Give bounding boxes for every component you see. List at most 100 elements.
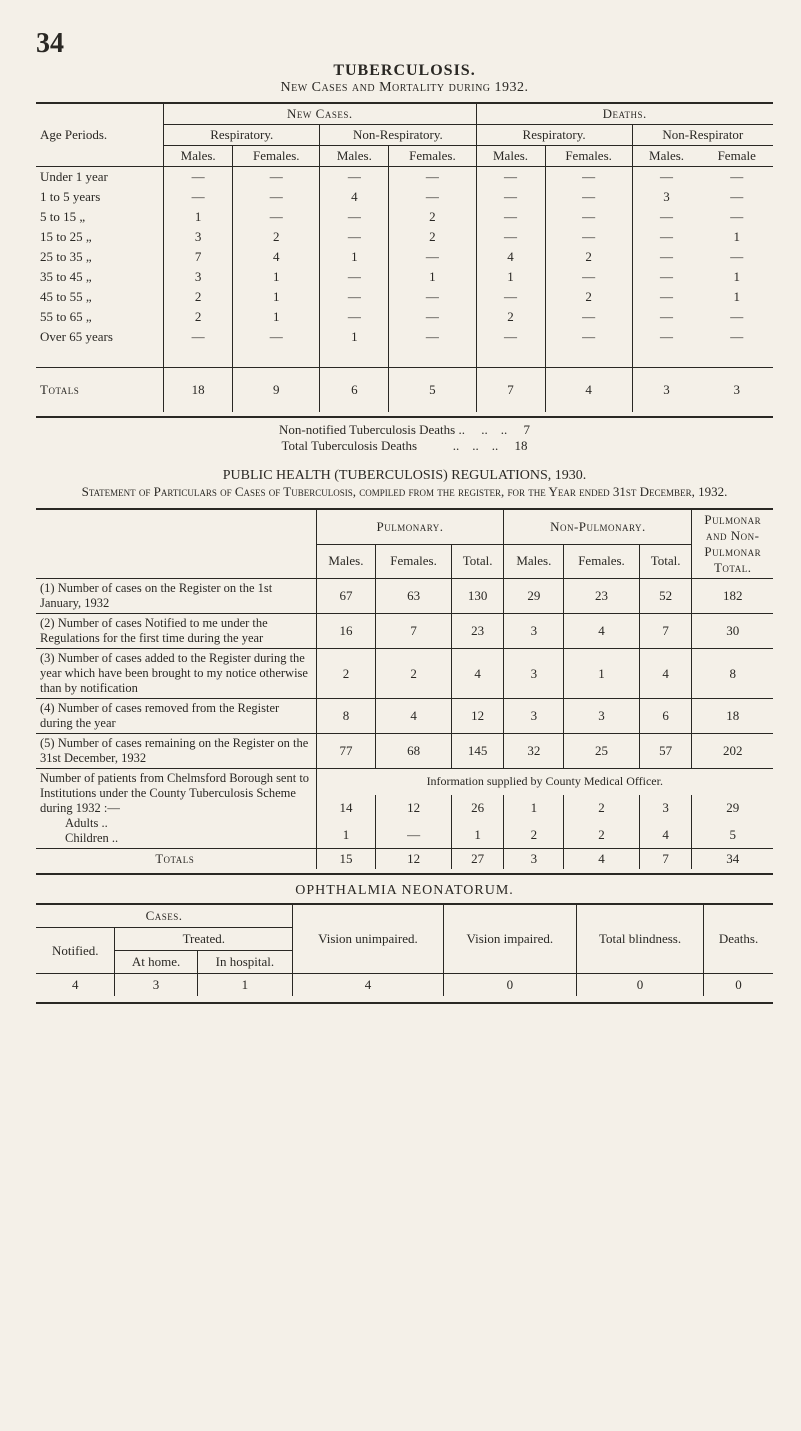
- cell: 7: [639, 614, 692, 649]
- cell: —: [320, 207, 389, 227]
- col-males: Males.: [320, 146, 389, 167]
- cell: —: [389, 247, 476, 267]
- cell: 18: [692, 699, 773, 734]
- cell: —: [545, 327, 632, 347]
- col-total: Total.: [451, 544, 504, 578]
- cell: 8: [692, 649, 773, 699]
- cell: —: [700, 167, 773, 188]
- cell: —: [700, 207, 773, 227]
- cell: 2: [233, 227, 320, 247]
- cell: 2: [476, 307, 545, 327]
- cell: —: [320, 307, 389, 327]
- subhead-nonrespiratory: Non-Respiratory.: [320, 125, 476, 146]
- cell: —: [233, 187, 320, 207]
- cell: —: [545, 267, 632, 287]
- cell: —: [476, 227, 545, 247]
- page-number: 34: [36, 28, 773, 60]
- cell: 2: [545, 287, 632, 307]
- cell: —: [476, 207, 545, 227]
- cell: 4: [476, 247, 545, 267]
- col-vision-unimpaired: Vision unimpaired.: [293, 904, 444, 974]
- cell: 1: [476, 267, 545, 287]
- cell: 4: [376, 699, 451, 734]
- col-males: Males.: [164, 146, 233, 167]
- group-grandtotal: Pulmonar and Non- Pulmonar Total.: [692, 509, 773, 579]
- row-label: (1) Number of cases on the Register on t…: [36, 579, 316, 614]
- subhead-nonrespiratory-d: Non-Respirator: [632, 125, 773, 146]
- cell: 3: [632, 187, 700, 207]
- col-deaths: Deaths.: [704, 904, 773, 974]
- group-deaths: Deaths.: [476, 103, 773, 125]
- cell: 0: [443, 974, 576, 997]
- cell: 34: [692, 849, 773, 870]
- cell: —: [700, 247, 773, 267]
- cell: 1: [320, 247, 389, 267]
- note-value: 7: [523, 422, 530, 437]
- cell: 16: [316, 614, 376, 649]
- cell: —: [545, 227, 632, 247]
- cell: 1: [233, 267, 320, 287]
- note-label: Total Tuberculosis Deaths: [281, 438, 417, 453]
- cell: 6: [639, 699, 692, 734]
- cell: 2: [316, 649, 376, 699]
- col-males: Males.: [504, 544, 564, 578]
- cell: —: [476, 167, 545, 188]
- row-label: (3) Number of cases added to the Registe…: [36, 649, 316, 699]
- cell: 52: [639, 579, 692, 614]
- table-new-cases-deaths: Age Periods. New Cases. Deaths. Respirat…: [36, 102, 773, 418]
- page: 34 TUBERCULOSIS. New Cases and Mortality…: [0, 0, 801, 1044]
- cell: 2: [564, 821, 639, 848]
- cell: 6: [320, 368, 389, 413]
- cell: —: [632, 207, 700, 227]
- cell: —: [632, 327, 700, 347]
- cell: 9: [233, 368, 320, 413]
- cell: 7: [164, 247, 233, 267]
- cell: 27: [451, 849, 504, 870]
- cell: 2: [376, 649, 451, 699]
- cell: 0: [576, 974, 703, 997]
- cell: 25: [564, 734, 639, 769]
- cell: 202: [692, 734, 773, 769]
- title-block: TUBERCULOSIS. New Cases and Mortality du…: [36, 62, 773, 96]
- age-label: 55 to 65 „: [36, 307, 164, 327]
- cell: 23: [451, 614, 504, 649]
- cell: 1: [504, 795, 564, 822]
- cell: 1: [316, 821, 376, 848]
- cell: 4: [564, 614, 639, 649]
- table-statement-particulars: Pulmonary. Non-Pulmonary. Pulmonar and N…: [36, 508, 773, 875]
- cell: —: [389, 327, 476, 347]
- cell: 2: [504, 821, 564, 848]
- subhead-respiratory-d: Respiratory.: [476, 125, 632, 146]
- cell: —: [320, 267, 389, 287]
- cell: —: [389, 167, 476, 188]
- title: TUBERCULOSIS.: [36, 62, 773, 80]
- cell: 5: [389, 368, 476, 413]
- cell: 0: [704, 974, 773, 997]
- age-label: 15 to 25 „: [36, 227, 164, 247]
- cell: 3: [504, 699, 564, 734]
- cell: —: [545, 187, 632, 207]
- cell: —: [233, 327, 320, 347]
- age-label: Over 65 years: [36, 327, 164, 347]
- cell: 4: [564, 849, 639, 870]
- cell: —: [320, 287, 389, 307]
- cell: 29: [692, 795, 773, 822]
- col-females: Females.: [545, 146, 632, 167]
- cell: —: [545, 167, 632, 188]
- cell: 5: [692, 821, 773, 848]
- cell: 4: [639, 649, 692, 699]
- col-females: Females.: [233, 146, 320, 167]
- age-label: 35 to 45 „: [36, 267, 164, 287]
- cell: 3: [700, 368, 773, 413]
- cell: 3: [164, 227, 233, 247]
- cell: 32: [504, 734, 564, 769]
- info-note: Information supplied by County Medical O…: [316, 769, 773, 795]
- cell: 18: [164, 368, 233, 413]
- col-females: Females.: [376, 544, 451, 578]
- cell: —: [632, 227, 700, 247]
- cell: —: [700, 307, 773, 327]
- col-blindness: Total blindness.: [576, 904, 703, 974]
- cell: —: [389, 187, 476, 207]
- cell: 2: [564, 795, 639, 822]
- cell: 1: [233, 307, 320, 327]
